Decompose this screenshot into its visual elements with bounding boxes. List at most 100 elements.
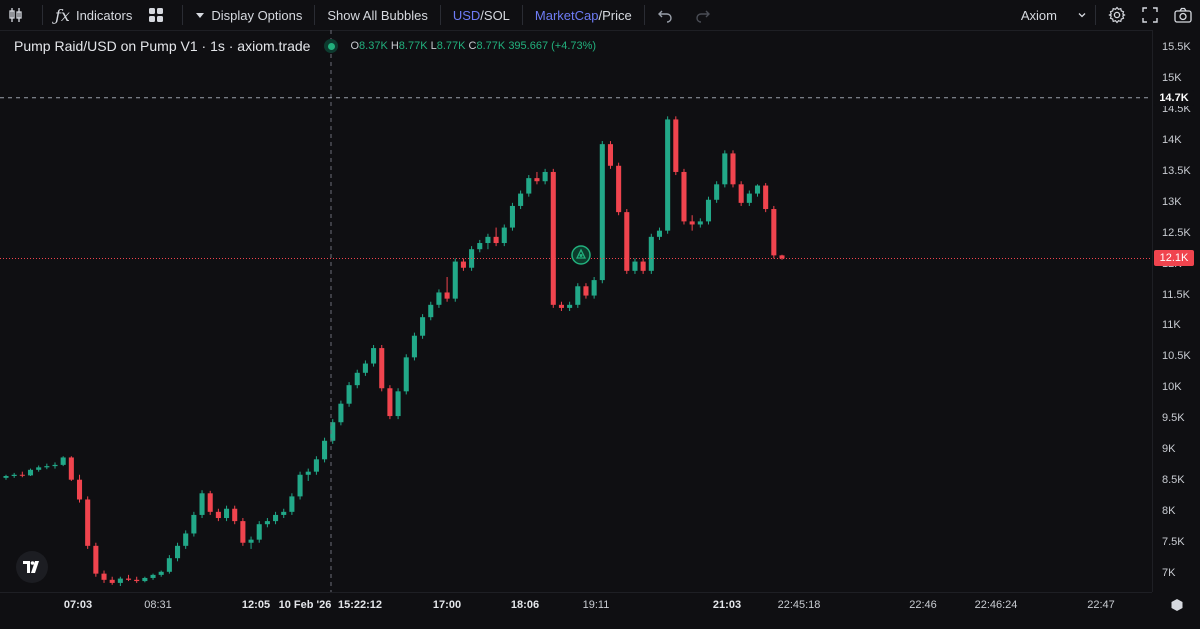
price-tick-label: 11K (1162, 319, 1181, 332)
candle-body (689, 221, 695, 225)
display-options-label: Display Options (211, 7, 303, 23)
account-label: Axiom (1020, 7, 1057, 23)
candle-type-button[interactable] (0, 0, 38, 30)
candle-body (183, 533, 189, 546)
price-tick-label: 10.5K (1162, 350, 1191, 363)
candle-body (264, 521, 270, 525)
show-all-bubbles-button[interactable]: Show All Bubbles (319, 0, 435, 30)
candle-body (371, 348, 377, 364)
ohlc-readout: O8.37K H8.77K L8.77K C8.77K 395.667 (+4.… (350, 40, 596, 52)
candle-body (436, 292, 442, 305)
candle-body (199, 493, 205, 515)
usd-option[interactable]: USD (452, 7, 481, 23)
undo-button[interactable] (649, 0, 687, 30)
hexagon-icon (1171, 599, 1183, 611)
candle-body (656, 230, 663, 237)
candlestick-icon (8, 7, 24, 23)
price-tick-label: 15.5K (1162, 41, 1191, 54)
candle-body (322, 440, 328, 460)
change-value: 395.667 (+4.73%) (508, 40, 597, 52)
candle-body (485, 236, 491, 244)
toolbar-right-group: Axiom (1013, 0, 1200, 30)
chart-title: Pump Raid/USD on Pump V1 · 1s · axiom.tr… (14, 38, 311, 54)
candle-body (648, 236, 654, 271)
chevron-down-icon (1077, 10, 1087, 20)
price-axis[interactable]: 15.5K15K14.5K14K13.5K13K12.5K12K11.5K11K… (1152, 30, 1200, 592)
candle-body (477, 243, 483, 250)
time-tick-label: 07:03 (63, 599, 93, 611)
time-axis[interactable]: 07:03 08:31 12:05 10 Feb '26 15:22:12 17:00 18… (0, 592, 1152, 629)
settings-button[interactable] (1100, 0, 1134, 30)
candle-body (85, 499, 91, 546)
time-tick-label: 22:46:24 (974, 599, 1018, 611)
candle-body (411, 335, 417, 358)
candle-body (379, 348, 385, 389)
price-tick-label: 15K (1162, 72, 1182, 85)
candle-body (526, 178, 532, 194)
candle-body (134, 579, 140, 582)
candle-body (460, 261, 466, 268)
toolbar-divider (42, 5, 43, 25)
candle-body (281, 511, 287, 515)
time-tick-label: 17:00 (432, 599, 462, 611)
candle-body (624, 212, 630, 271)
price-tick-label: 7.5K (1162, 535, 1185, 548)
crosshair-price-tag: 14.7K (1154, 89, 1194, 106)
top-toolbar: ƒx Indicators Display Options Show All B… (0, 0, 1200, 31)
redo-button[interactable] (687, 0, 725, 30)
price-chart[interactable] (0, 30, 1152, 592)
time-tick-label: 22:45:18 (777, 599, 821, 611)
price-tick-label: 7K (1162, 566, 1176, 579)
currency-toggle[interactable]: USD /SOL (445, 0, 518, 30)
candle-body (616, 165, 622, 213)
candle-body (330, 422, 336, 441)
trade-bubble-icon[interactable] (571, 245, 591, 265)
candle-body (771, 209, 777, 256)
candle-body (224, 508, 230, 519)
fullscreen-button[interactable] (1134, 0, 1166, 30)
candle-body (166, 558, 172, 572)
metric-toggle[interactable]: MarketCap /Price (527, 0, 640, 30)
price-tick-label: 12.5K (1162, 226, 1191, 239)
show-all-bubbles-label: Show All Bubbles (327, 7, 428, 23)
layouts-button[interactable] (140, 0, 178, 30)
close-value: 8.77K (476, 40, 506, 52)
axis-settings-button[interactable] (1168, 596, 1186, 614)
display-options-button[interactable]: Display Options (187, 0, 310, 30)
price-tick-label: 11.5K (1162, 288, 1190, 301)
caret-down-icon (195, 10, 205, 20)
price-tick-label: 14.5K (1162, 103, 1191, 116)
candle-body (142, 577, 148, 582)
candle-body (3, 476, 9, 478)
candle-body (215, 511, 221, 519)
live-status-indicator (324, 39, 339, 53)
candle-body (493, 236, 499, 244)
candle-body (109, 579, 115, 583)
candle-body (714, 184, 720, 200)
candle-body (779, 255, 785, 259)
candle-body (93, 545, 99, 574)
candle-body (428, 304, 434, 318)
undo-icon (657, 7, 673, 23)
redo-icon (695, 7, 711, 23)
candle-body (673, 119, 679, 172)
snapshot-button[interactable] (1166, 0, 1200, 30)
candle-body (240, 521, 246, 543)
indicators-button[interactable]: ƒx Indicators (47, 0, 140, 30)
sol-option[interactable]: /SOL (480, 7, 510, 23)
price-option[interactable]: /Price (598, 7, 632, 23)
open-value: 8.37K (359, 40, 388, 52)
candle-body (403, 357, 409, 392)
candle-body (52, 464, 58, 467)
price-tick-label: 9.5K (1162, 412, 1185, 425)
marketcap-option[interactable]: MarketCap (534, 7, 599, 23)
candle-body (607, 144, 613, 166)
live-dot-icon (327, 42, 335, 50)
account-dropdown[interactable]: Axiom (1013, 0, 1091, 30)
low-key: L (430, 40, 437, 52)
time-tick-label: 21:03 (712, 599, 742, 611)
candle-body (705, 199, 712, 222)
last-price-tag: 12.1K (1154, 250, 1194, 267)
candle-body (354, 372, 360, 386)
tradingview-logo[interactable] (16, 551, 48, 583)
